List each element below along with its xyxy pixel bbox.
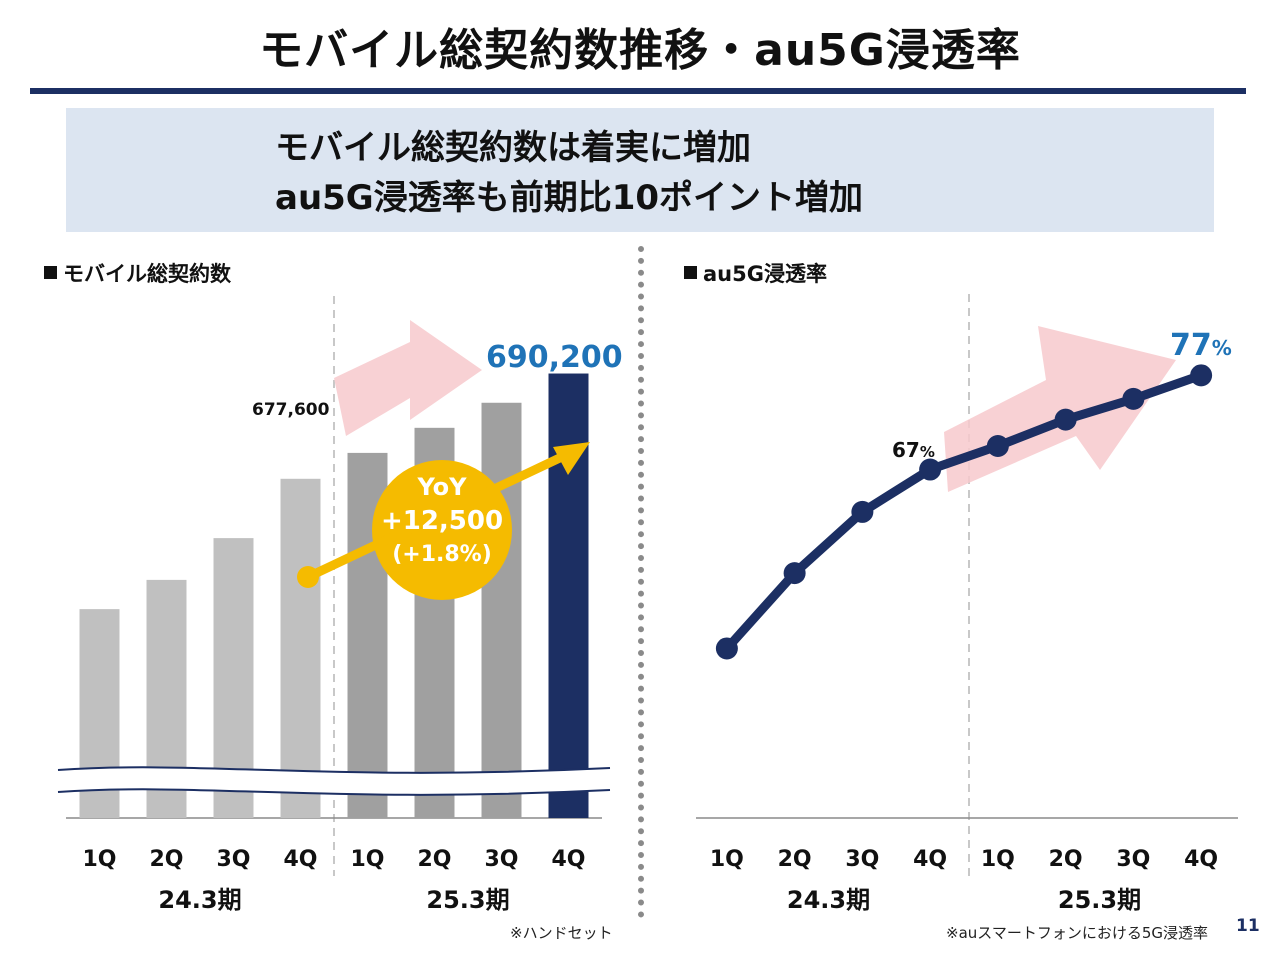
left-section-title: モバイル総契約数: [44, 258, 231, 288]
period-group-label: 25.3期: [426, 886, 509, 914]
right-footnote: ※auスマートフォンにおける5G浸透率: [946, 924, 1208, 942]
x-tick-label: 4Q: [551, 847, 585, 872]
prior-rate-label: 67%: [892, 438, 935, 462]
left-footnote: ※ハンドセット: [510, 924, 613, 942]
summary-line-2: au5G浸透率も前期比10ポイント増加: [275, 178, 864, 218]
yoy-arrowhead-icon: [553, 442, 590, 475]
x-tick-label: 2Q: [417, 847, 451, 872]
x-tick-label: 1Q: [981, 847, 1015, 872]
summary-line-1: モバイル総契約数は着実に増加: [275, 128, 751, 168]
x-tick-label: 3Q: [1116, 847, 1150, 872]
square-bullet-icon: [44, 266, 57, 279]
bar-25-3-3q: [481, 402, 522, 818]
x-tick-label: 3Q: [845, 847, 879, 872]
title-rule: [30, 88, 1246, 94]
period-group-label: 25.3期: [1058, 886, 1141, 914]
bar-25-3-4q: [548, 373, 589, 818]
growth-arrow-icon: [334, 320, 482, 436]
data-point-25-3-3q: [1122, 387, 1145, 410]
yoy-badge: YoY +12,500 (+1.8%): [372, 470, 512, 572]
axis-break-line: [57, 788, 611, 796]
yoy-arrow-start: [297, 566, 319, 588]
data-point-24-3-2q: [783, 562, 806, 585]
x-tick-label: 3Q: [216, 847, 250, 872]
square-bullet-icon: [684, 266, 697, 279]
data-point-24-3-4q: [919, 458, 942, 481]
right-section-title: au5G浸透率: [684, 258, 827, 288]
page-number: 11: [1236, 916, 1260, 936]
yoy-percent: (+1.8%): [392, 542, 492, 567]
yoy-arrow-line: [303, 450, 571, 582]
period-group-label: 24.3期: [158, 886, 241, 914]
x-tick-label: 4Q: [913, 847, 947, 872]
bar-24-3-4q: [280, 478, 321, 818]
yoy-label: YoY: [417, 473, 467, 501]
axis-break-line: [57, 766, 611, 774]
prior-contracts-label: 677,600: [252, 400, 330, 420]
x-tick-label: 1Q: [82, 847, 116, 872]
series-line: [722, 370, 1206, 653]
x-tick-label: 2Q: [1049, 847, 1083, 872]
page-title: モバイル総契約数推移・au5G浸透率: [259, 25, 1021, 76]
data-point-25-3-4q: [1190, 364, 1213, 387]
latest-rate-label: 77%: [1170, 328, 1232, 363]
x-tick-label: 1Q: [350, 847, 384, 872]
x-tick-label: 2Q: [149, 847, 183, 872]
yoy-amount: +12,500: [380, 506, 504, 536]
data-point-25-3-1q: [986, 434, 1009, 457]
x-tick-label: 4Q: [283, 847, 317, 872]
panel-divider: [638, 246, 644, 918]
data-point-25-3-2q: [1054, 408, 1077, 431]
x-tick-label: 4Q: [1184, 847, 1218, 872]
contracts-bar-chart: 1Q 2Q 3Q 4Q 1Q 2Q 3Q 4Q 24.3期 25.3期: [57, 296, 611, 914]
data-point-24-3-3q: [851, 500, 874, 523]
x-tick-label: 2Q: [778, 847, 812, 872]
latest-contracts-label: 690,200: [486, 340, 623, 375]
data-point-24-3-1q: [715, 637, 738, 660]
growth-arrow-icon: [944, 326, 1176, 492]
axis-break-band: [58, 767, 610, 795]
period-group-label: 24.3期: [787, 886, 870, 914]
summary-banner: [66, 108, 1214, 232]
5g-penetration-line-chart: 1Q 2Q 3Q 4Q 1Q 2Q 3Q 4Q 24.3期 25.3期: [696, 294, 1238, 914]
x-tick-label: 3Q: [484, 847, 518, 872]
x-tick-label: 1Q: [710, 847, 744, 872]
